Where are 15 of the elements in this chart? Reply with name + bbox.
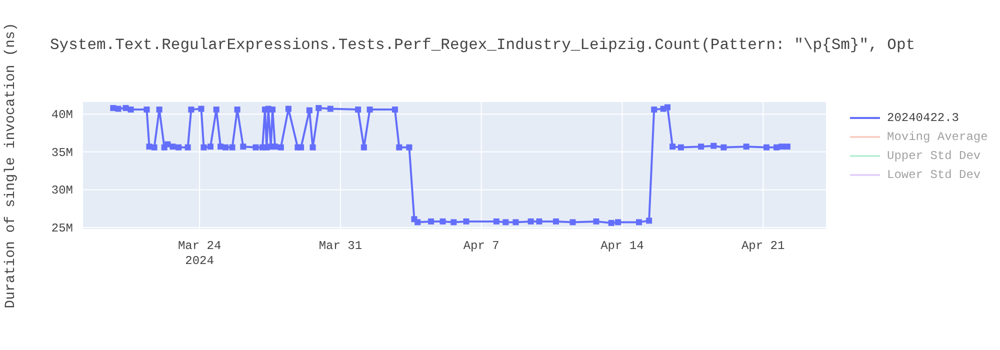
legend-label: Lower Std Dev bbox=[887, 168, 981, 182]
y-tick-label: 25M bbox=[51, 221, 73, 236]
legend-label: Moving Average bbox=[887, 130, 988, 144]
x-tick-label: Apr 7 bbox=[463, 239, 500, 253]
y-axis-title: Duration of single invocation (ns) bbox=[2, 22, 19, 308]
x-tick-label: Mar 24 2024 bbox=[178, 239, 222, 268]
y-tick-label: 30M bbox=[51, 184, 73, 198]
chart-title: System.Text.RegularExpressions.Tests.Perf_Regex_Industry_Leipzig.Count(Pattern: "\p{Sm}", Opt bbox=[50, 36, 916, 54]
x-tick-label: Mar 31 bbox=[318, 239, 362, 253]
legend-label: Upper Std Dev bbox=[887, 148, 981, 162]
x-tick-label: Apr 21 bbox=[741, 239, 785, 253]
y-tick-label: 35M bbox=[51, 146, 73, 160]
y-tick-label: 40M bbox=[51, 108, 73, 122]
x-tick-label: Apr 14 bbox=[600, 239, 644, 253]
legend-label: 20240422.3 bbox=[887, 110, 960, 124]
